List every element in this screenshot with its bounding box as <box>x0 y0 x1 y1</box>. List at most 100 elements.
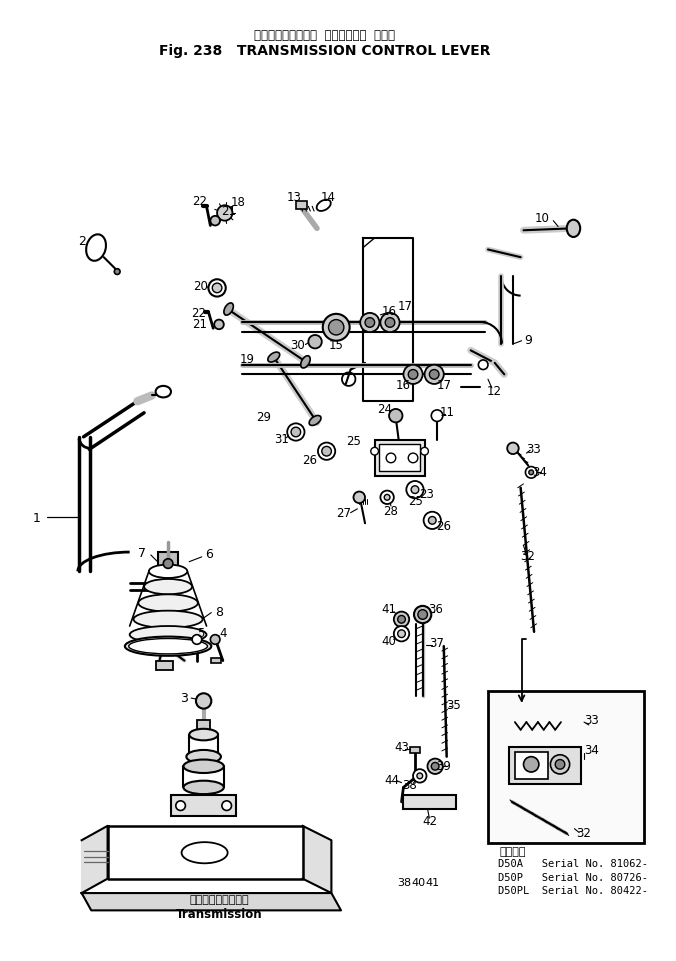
Bar <box>410 747 420 752</box>
Circle shape <box>389 409 402 423</box>
Circle shape <box>210 634 220 644</box>
Text: 1: 1 <box>32 512 41 525</box>
Text: 7: 7 <box>138 548 146 560</box>
Ellipse shape <box>144 579 192 594</box>
Circle shape <box>308 335 322 349</box>
Bar <box>509 747 581 783</box>
Circle shape <box>385 318 395 328</box>
Bar <box>171 795 237 816</box>
Text: 6: 6 <box>206 549 214 561</box>
Ellipse shape <box>224 303 233 315</box>
Circle shape <box>394 611 409 627</box>
Circle shape <box>408 454 418 463</box>
Circle shape <box>555 759 565 769</box>
Circle shape <box>214 320 224 330</box>
Circle shape <box>507 443 518 455</box>
Text: 13: 13 <box>287 191 301 204</box>
Circle shape <box>550 754 570 774</box>
Circle shape <box>397 629 406 637</box>
Circle shape <box>370 448 379 456</box>
Circle shape <box>164 558 173 568</box>
Text: 34: 34 <box>533 466 548 479</box>
Polygon shape <box>82 825 107 893</box>
Circle shape <box>176 801 185 810</box>
Text: 40: 40 <box>381 635 396 648</box>
Polygon shape <box>82 893 341 910</box>
Text: 23: 23 <box>419 488 434 501</box>
Text: D50P   Serial No. 80726-: D50P Serial No. 80726- <box>498 873 648 883</box>
Bar <box>212 657 221 663</box>
Circle shape <box>414 605 431 623</box>
Text: 16: 16 <box>381 306 397 318</box>
Text: 33: 33 <box>526 443 541 456</box>
Circle shape <box>425 365 443 384</box>
Text: 42: 42 <box>422 816 437 828</box>
Text: 14: 14 <box>321 191 336 204</box>
Polygon shape <box>303 825 331 893</box>
Circle shape <box>208 280 226 297</box>
Circle shape <box>424 511 441 529</box>
Text: 3: 3 <box>180 692 189 704</box>
Ellipse shape <box>316 200 331 211</box>
Ellipse shape <box>130 626 207 643</box>
Text: 25: 25 <box>346 435 361 448</box>
Circle shape <box>408 370 418 380</box>
Bar <box>379 445 420 472</box>
Circle shape <box>411 485 419 493</box>
Circle shape <box>381 313 400 333</box>
Bar <box>404 795 456 808</box>
Circle shape <box>479 360 488 370</box>
Circle shape <box>114 269 120 275</box>
Text: 22: 22 <box>191 308 206 320</box>
Circle shape <box>322 314 349 341</box>
Text: 40: 40 <box>412 878 426 889</box>
Circle shape <box>381 490 394 504</box>
Ellipse shape <box>86 234 106 260</box>
Text: 44: 44 <box>385 775 400 787</box>
Circle shape <box>413 769 427 782</box>
Circle shape <box>196 693 212 708</box>
Bar <box>155 660 173 670</box>
Text: 31: 31 <box>274 433 289 446</box>
Text: 16: 16 <box>396 380 411 392</box>
Text: 41: 41 <box>425 878 439 889</box>
Bar <box>488 691 644 843</box>
Text: 25: 25 <box>408 495 423 507</box>
Circle shape <box>429 516 436 524</box>
Circle shape <box>529 470 533 475</box>
Text: 27: 27 <box>337 507 352 520</box>
Text: 32: 32 <box>520 551 535 563</box>
Text: 4: 4 <box>219 628 226 640</box>
Text: 通用号機: 通用号機 <box>500 847 526 857</box>
Ellipse shape <box>309 415 321 426</box>
Text: 8: 8 <box>215 606 223 619</box>
Text: トランスミッション: トランスミッション <box>189 895 249 905</box>
Circle shape <box>429 370 439 380</box>
Ellipse shape <box>301 356 310 368</box>
Text: 34: 34 <box>584 745 599 757</box>
Circle shape <box>525 467 537 479</box>
Circle shape <box>417 773 422 778</box>
Text: 38: 38 <box>397 878 412 889</box>
Text: 12: 12 <box>486 385 501 398</box>
Text: 17: 17 <box>436 380 452 392</box>
Text: 39: 39 <box>436 760 451 773</box>
Circle shape <box>394 626 409 641</box>
Bar <box>515 752 548 778</box>
Text: 21: 21 <box>192 318 208 331</box>
Text: D50A   Serial No. 81062-: D50A Serial No. 81062- <box>498 859 648 870</box>
Text: 11: 11 <box>440 407 455 419</box>
Text: 41: 41 <box>381 604 397 616</box>
Text: Fig. 238   TRANSMISSION CONTROL LEVER: Fig. 238 TRANSMISSION CONTROL LEVER <box>159 44 490 58</box>
Bar <box>375 440 425 477</box>
Bar <box>158 552 178 565</box>
Circle shape <box>420 448 429 456</box>
Text: 30: 30 <box>291 339 305 352</box>
Bar <box>197 720 210 729</box>
Text: 10: 10 <box>534 212 549 225</box>
Text: 9: 9 <box>525 334 532 347</box>
Circle shape <box>210 216 220 226</box>
Circle shape <box>322 447 331 456</box>
Circle shape <box>318 443 335 460</box>
Ellipse shape <box>268 352 280 362</box>
